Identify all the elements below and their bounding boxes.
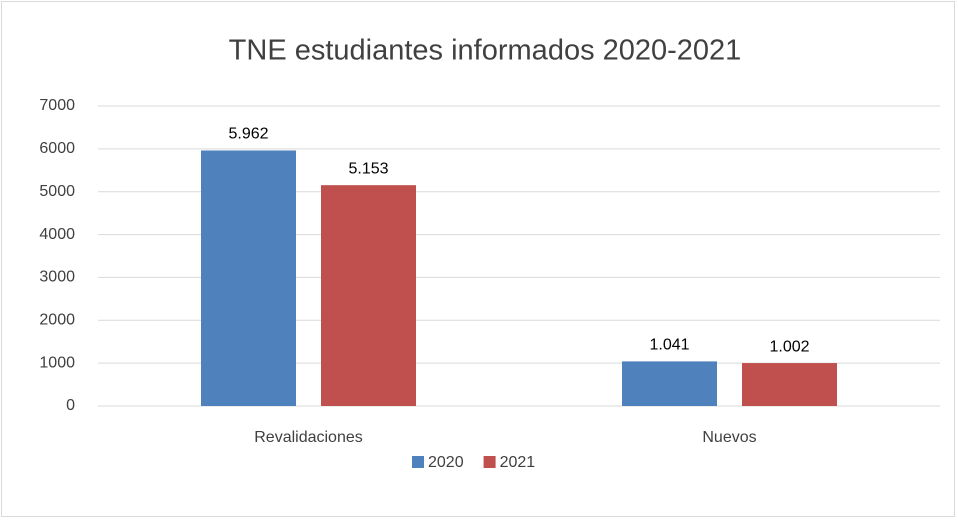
y-tick-label: 4000	[39, 226, 75, 243]
y-tick-label: 2000	[39, 312, 75, 329]
data-label: 5.962	[228, 126, 268, 143]
bar	[201, 150, 296, 406]
legend-swatch	[483, 456, 496, 468]
data-label: 1.041	[649, 337, 689, 354]
legend-swatch	[412, 456, 424, 468]
y-tick-label: 6000	[39, 140, 75, 157]
chart-title: TNE estudiantes informados 2020-2021	[229, 35, 742, 67]
y-tick-label: 1000	[39, 354, 75, 371]
bar	[742, 363, 837, 406]
data-label: 1.002	[769, 338, 809, 355]
y-tick-label: 5000	[39, 183, 75, 200]
bar	[622, 361, 717, 406]
y-tick-label: 0	[66, 397, 75, 414]
x-tick-label: Revalidaciones	[254, 429, 363, 446]
legend-label: 2021	[500, 454, 536, 471]
bar	[321, 185, 416, 406]
y-tick-label: 7000	[39, 97, 75, 114]
y-tick-label: 3000	[39, 269, 75, 286]
legend-label: 2020	[428, 454, 464, 471]
data-label: 5.153	[348, 160, 388, 177]
x-tick-label: Nuevos	[702, 429, 756, 446]
